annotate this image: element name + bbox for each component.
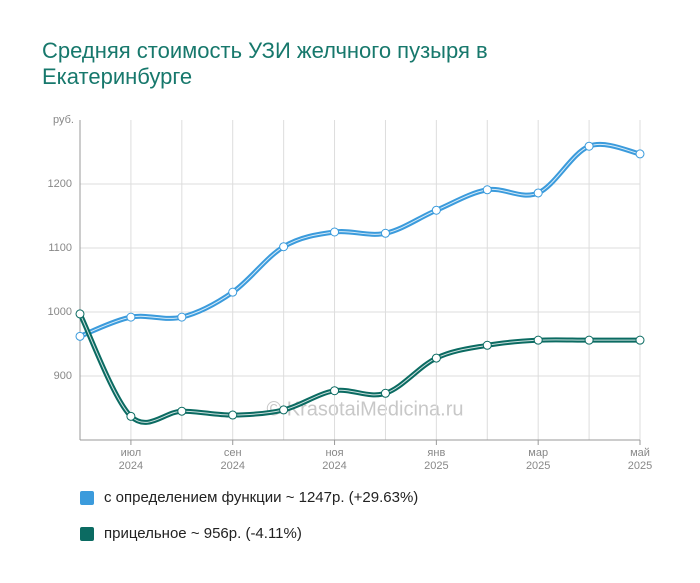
point — [584, 335, 594, 345]
legend-swatch — [80, 527, 94, 541]
y-tick-label: 900 — [54, 370, 72, 382]
point — [228, 287, 238, 297]
y-tick-label: 1000 — [48, 306, 72, 318]
point — [228, 410, 238, 420]
point — [533, 335, 543, 345]
x-tick-label: янв — [427, 447, 445, 459]
point — [330, 227, 340, 237]
x-tick-label: июл — [121, 447, 142, 459]
point — [380, 228, 390, 238]
point — [126, 411, 136, 421]
point — [279, 405, 289, 415]
y-tick-label: 1200 — [48, 178, 72, 190]
x-tick-label: 2024 — [220, 460, 244, 472]
point — [635, 335, 645, 345]
series-line — [79, 142, 641, 339]
legend-label: прицельное ~ 956р. (-4.11%) — [104, 525, 302, 542]
point — [177, 312, 187, 322]
point — [431, 353, 441, 363]
point — [75, 309, 85, 319]
legend-label: с определением функции ~ 1247р. (+29.63%… — [104, 489, 418, 506]
watermark: © KrasotaiMedicina.ru — [266, 398, 463, 420]
point — [482, 340, 492, 350]
x-tick-label: 2025 — [424, 460, 448, 472]
x-tick-label: 2024 — [322, 460, 346, 472]
point — [635, 149, 645, 159]
point — [177, 406, 187, 416]
y-tick-label: 1100 — [48, 242, 72, 254]
x-tick-label: 2024 — [119, 460, 143, 472]
y-axis-label: руб. — [53, 114, 74, 126]
x-tick-label: 2025 — [628, 460, 652, 472]
point — [431, 205, 441, 215]
series-line-highlight — [79, 144, 641, 337]
point — [584, 141, 594, 151]
x-tick-label: ноя — [325, 447, 343, 459]
point — [330, 386, 340, 396]
point — [126, 312, 136, 322]
chart-title: Екатеринбурге — [42, 64, 192, 89]
x-tick-label: сен — [224, 447, 242, 459]
point — [279, 242, 289, 252]
point — [482, 185, 492, 195]
point — [533, 188, 543, 198]
point — [380, 388, 390, 398]
point — [75, 331, 85, 341]
x-tick-label: май — [630, 447, 650, 459]
chart-title: Средняя стоимость УЗИ желчного пузыря в — [42, 38, 488, 63]
x-tick-label: 2025 — [526, 460, 550, 472]
legend-swatch — [80, 491, 94, 505]
x-tick-label: мар — [528, 447, 548, 459]
